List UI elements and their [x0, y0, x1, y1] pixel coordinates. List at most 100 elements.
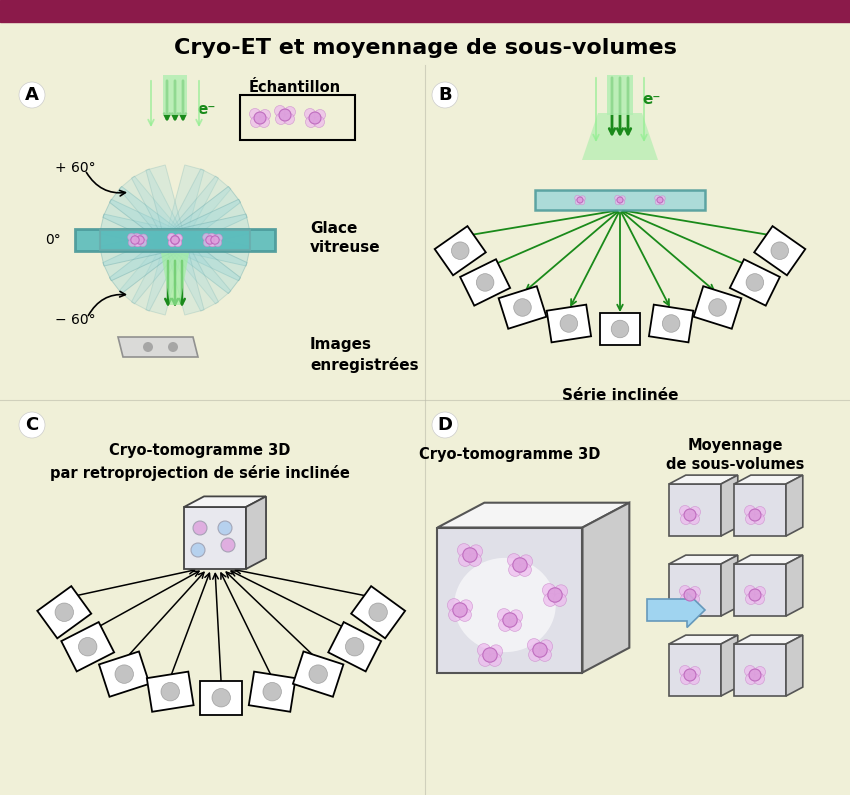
Polygon shape: [146, 165, 204, 315]
Circle shape: [161, 682, 179, 701]
Bar: [734, 644, 786, 696]
Circle shape: [476, 273, 494, 291]
Polygon shape: [582, 113, 658, 160]
Bar: [240, 95, 355, 140]
Circle shape: [533, 643, 547, 657]
Circle shape: [745, 506, 756, 517]
Circle shape: [458, 608, 472, 622]
Circle shape: [749, 589, 761, 601]
Polygon shape: [132, 169, 218, 311]
Circle shape: [463, 549, 477, 561]
Circle shape: [171, 236, 178, 244]
Circle shape: [133, 234, 140, 241]
Bar: [75, 229, 275, 251]
Bar: [438, 528, 582, 673]
Circle shape: [580, 196, 586, 201]
Circle shape: [660, 200, 665, 205]
Circle shape: [168, 239, 176, 246]
Circle shape: [284, 114, 294, 125]
Circle shape: [488, 653, 502, 666]
Text: Cryo-tomogramme 3D: Cryo-tomogramme 3D: [419, 448, 601, 463]
Polygon shape: [734, 555, 802, 564]
Circle shape: [657, 197, 663, 203]
Polygon shape: [547, 304, 591, 343]
Polygon shape: [499, 286, 547, 329]
Circle shape: [547, 588, 562, 602]
Circle shape: [131, 236, 139, 244]
Circle shape: [174, 239, 182, 246]
Circle shape: [688, 673, 700, 684]
Circle shape: [432, 82, 458, 108]
Polygon shape: [582, 502, 629, 673]
Polygon shape: [103, 200, 247, 281]
Circle shape: [745, 585, 756, 596]
Polygon shape: [730, 259, 780, 305]
Polygon shape: [99, 214, 251, 266]
Circle shape: [314, 117, 325, 127]
Circle shape: [171, 236, 178, 244]
Text: e⁻: e⁻: [197, 103, 215, 118]
Circle shape: [577, 197, 583, 203]
Circle shape: [259, 110, 270, 121]
Circle shape: [55, 603, 73, 622]
Circle shape: [131, 236, 139, 244]
Polygon shape: [734, 635, 802, 644]
Polygon shape: [734, 475, 802, 484]
Circle shape: [542, 584, 556, 597]
Circle shape: [749, 669, 761, 681]
Text: + 60°: + 60°: [55, 161, 95, 175]
Polygon shape: [438, 502, 629, 528]
Circle shape: [128, 239, 136, 246]
Circle shape: [143, 342, 153, 352]
Circle shape: [279, 109, 291, 121]
Circle shape: [369, 603, 388, 622]
Circle shape: [167, 234, 175, 241]
Polygon shape: [201, 681, 242, 715]
Circle shape: [679, 506, 690, 517]
Circle shape: [19, 82, 45, 108]
Circle shape: [449, 608, 462, 622]
Circle shape: [207, 234, 215, 241]
Polygon shape: [119, 176, 231, 304]
Polygon shape: [649, 304, 694, 343]
Circle shape: [750, 669, 761, 681]
Circle shape: [483, 648, 497, 662]
Circle shape: [457, 544, 471, 556]
Circle shape: [211, 236, 219, 244]
Circle shape: [534, 643, 547, 657]
Text: 0°: 0°: [45, 233, 60, 247]
Circle shape: [263, 682, 281, 701]
Circle shape: [750, 590, 761, 600]
Circle shape: [745, 673, 756, 684]
Circle shape: [490, 645, 502, 658]
Polygon shape: [669, 475, 738, 484]
Circle shape: [497, 609, 511, 622]
Circle shape: [214, 239, 222, 246]
Polygon shape: [99, 651, 150, 696]
Bar: [184, 507, 246, 569]
Circle shape: [684, 509, 696, 521]
Text: Glace
vitreuse: Glace vitreuse: [310, 220, 381, 255]
Polygon shape: [786, 635, 802, 696]
Bar: [669, 484, 721, 536]
Circle shape: [617, 197, 623, 203]
Polygon shape: [249, 672, 296, 712]
Polygon shape: [37, 586, 91, 638]
Circle shape: [254, 112, 266, 124]
Circle shape: [207, 236, 214, 244]
Circle shape: [251, 117, 262, 127]
Text: e⁻: e⁻: [642, 92, 660, 107]
Circle shape: [518, 563, 531, 576]
Circle shape: [503, 614, 517, 626]
Text: Série inclinée: Série inclinée: [562, 387, 678, 402]
Bar: [734, 564, 786, 616]
Circle shape: [689, 587, 700, 598]
Circle shape: [168, 342, 178, 352]
Polygon shape: [61, 622, 114, 672]
Polygon shape: [669, 635, 738, 644]
Circle shape: [304, 108, 315, 119]
Text: Cryo-ΕT et moyennage de sous-volumes: Cryo-ΕT et moyennage de sous-volumes: [173, 38, 677, 58]
Polygon shape: [293, 651, 343, 696]
Circle shape: [655, 200, 660, 205]
Circle shape: [314, 110, 326, 121]
